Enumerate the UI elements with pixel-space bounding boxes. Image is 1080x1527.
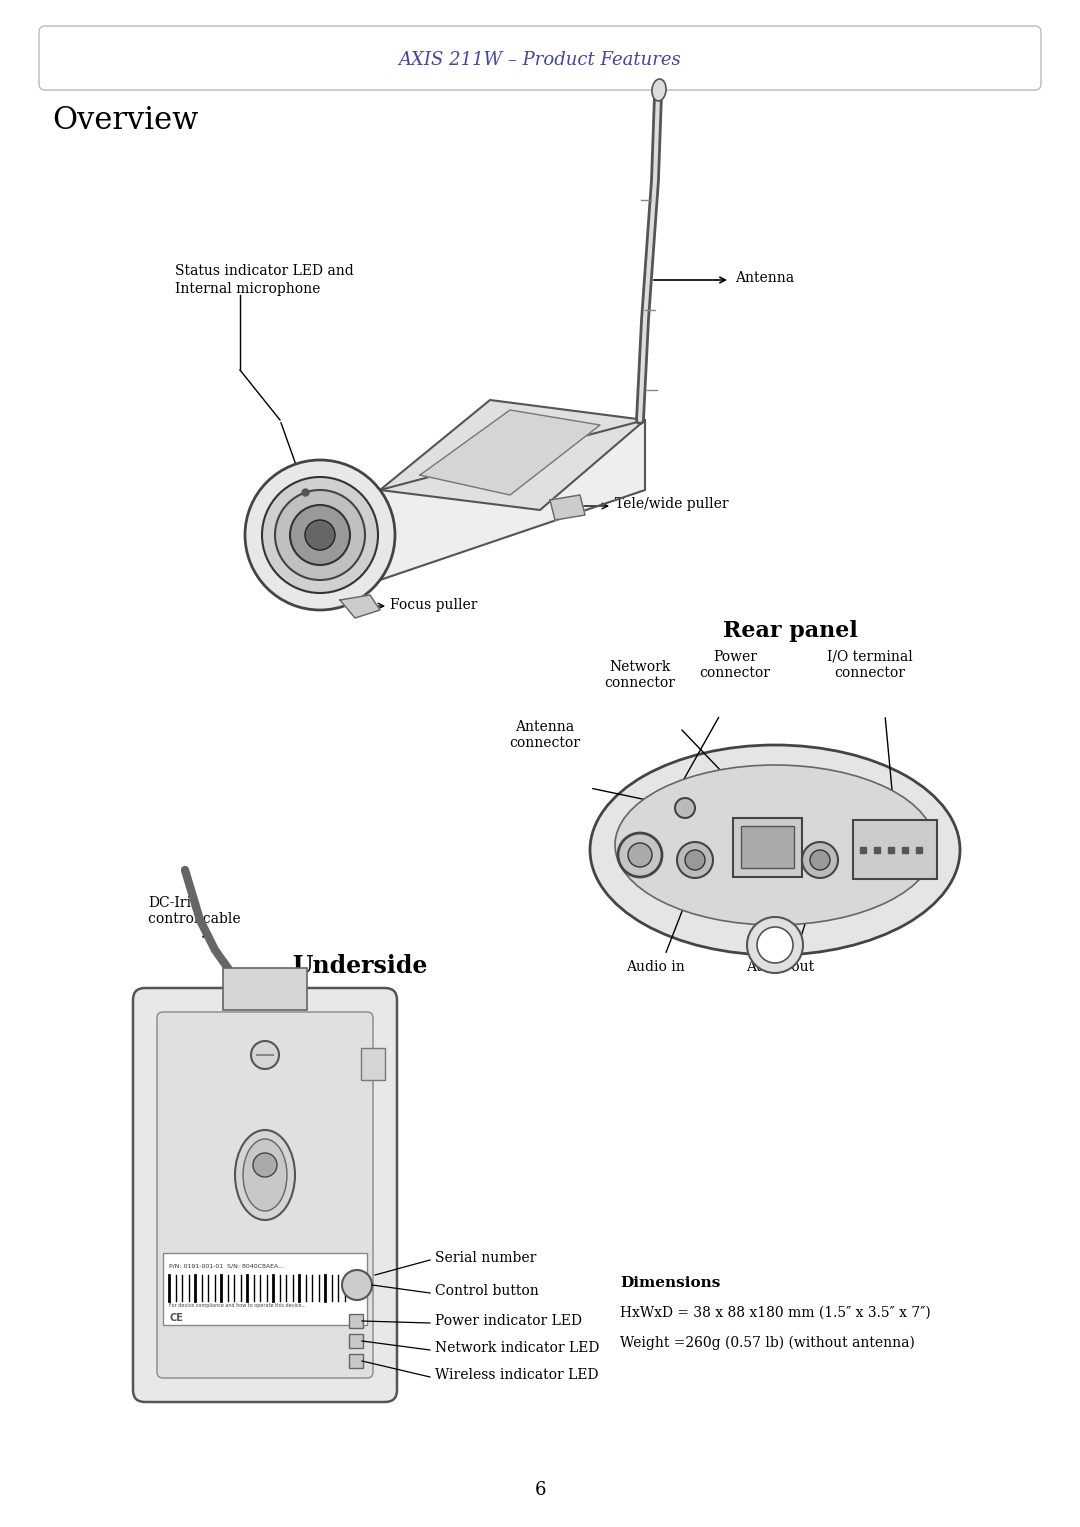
- FancyBboxPatch shape: [163, 1254, 367, 1325]
- Text: DC-Iris: DC-Iris: [148, 896, 198, 910]
- Text: 6: 6: [535, 1481, 545, 1500]
- Text: I/O terminal
connector: I/O terminal connector: [827, 651, 913, 680]
- Polygon shape: [380, 400, 645, 510]
- FancyBboxPatch shape: [349, 1315, 363, 1328]
- Circle shape: [262, 476, 378, 592]
- FancyBboxPatch shape: [39, 26, 1041, 90]
- Text: Rear panel: Rear panel: [723, 620, 858, 641]
- Text: CE: CE: [168, 1313, 183, 1322]
- Text: AXIS 211W – Product Features: AXIS 211W – Product Features: [399, 50, 681, 69]
- Text: control cable: control cable: [148, 912, 241, 925]
- Text: Focus puller: Focus puller: [390, 599, 477, 612]
- Circle shape: [251, 1041, 279, 1069]
- Circle shape: [627, 843, 652, 867]
- Text: For device compliance and how to operate this device...: For device compliance and how to operate…: [168, 1303, 306, 1309]
- Circle shape: [757, 927, 793, 964]
- Text: Audio out: Audio out: [746, 960, 814, 974]
- Ellipse shape: [590, 745, 960, 954]
- Circle shape: [677, 841, 713, 878]
- Circle shape: [675, 799, 696, 818]
- Text: Serial number: Serial number: [435, 1251, 537, 1264]
- Text: Underside: Underside: [293, 954, 428, 977]
- FancyBboxPatch shape: [157, 1012, 373, 1377]
- Text: Audio in: Audio in: [625, 960, 685, 974]
- Text: Power indicator LED: Power indicator LED: [435, 1315, 582, 1328]
- FancyBboxPatch shape: [349, 1354, 363, 1368]
- Text: Overview: Overview: [52, 105, 199, 136]
- Text: Antenna
connector: Antenna connector: [510, 719, 581, 750]
- Polygon shape: [295, 420, 645, 580]
- Text: Power
connector: Power connector: [700, 651, 770, 680]
- Circle shape: [810, 851, 831, 870]
- Circle shape: [747, 918, 804, 973]
- Text: Dimensions: Dimensions: [620, 1277, 720, 1290]
- Circle shape: [253, 1153, 276, 1177]
- FancyBboxPatch shape: [361, 1048, 384, 1080]
- Circle shape: [802, 841, 838, 878]
- Ellipse shape: [652, 79, 666, 101]
- Text: P/N: 0191-001-01  S/N: 8040C8AEA...: P/N: 0191-001-01 S/N: 8040C8AEA...: [168, 1263, 284, 1267]
- Text: Wireless indicator LED: Wireless indicator LED: [435, 1368, 598, 1382]
- Circle shape: [305, 521, 335, 550]
- Text: Weight =260g (0.57 lb) (without antenna): Weight =260g (0.57 lb) (without antenna): [620, 1336, 915, 1350]
- Circle shape: [291, 505, 350, 565]
- Text: HxWxD = 38 x 88 x180 mm (1.5″ x 3.5″ x 7″): HxWxD = 38 x 88 x180 mm (1.5″ x 3.5″ x 7…: [620, 1306, 931, 1319]
- FancyBboxPatch shape: [133, 988, 397, 1402]
- FancyBboxPatch shape: [349, 1335, 363, 1348]
- Polygon shape: [340, 596, 380, 618]
- Ellipse shape: [615, 765, 935, 925]
- Text: Network indicator LED: Network indicator LED: [435, 1341, 599, 1354]
- Text: Antenna: Antenna: [735, 270, 794, 286]
- Text: Control button: Control button: [435, 1284, 539, 1298]
- FancyBboxPatch shape: [741, 826, 794, 867]
- Circle shape: [685, 851, 705, 870]
- FancyBboxPatch shape: [853, 820, 937, 880]
- Text: Tele/wide puller: Tele/wide puller: [615, 496, 729, 512]
- Circle shape: [245, 460, 395, 609]
- Text: Network
connector: Network connector: [605, 660, 675, 690]
- FancyBboxPatch shape: [222, 968, 307, 1009]
- Circle shape: [275, 490, 365, 580]
- FancyBboxPatch shape: [733, 818, 802, 876]
- Circle shape: [342, 1270, 372, 1299]
- Text: Internal microphone: Internal microphone: [175, 282, 321, 296]
- Ellipse shape: [235, 1130, 295, 1220]
- Polygon shape: [420, 411, 600, 495]
- Polygon shape: [550, 495, 585, 521]
- Ellipse shape: [243, 1139, 287, 1211]
- Circle shape: [618, 834, 662, 876]
- Text: Status indicator LED and: Status indicator LED and: [175, 264, 354, 278]
